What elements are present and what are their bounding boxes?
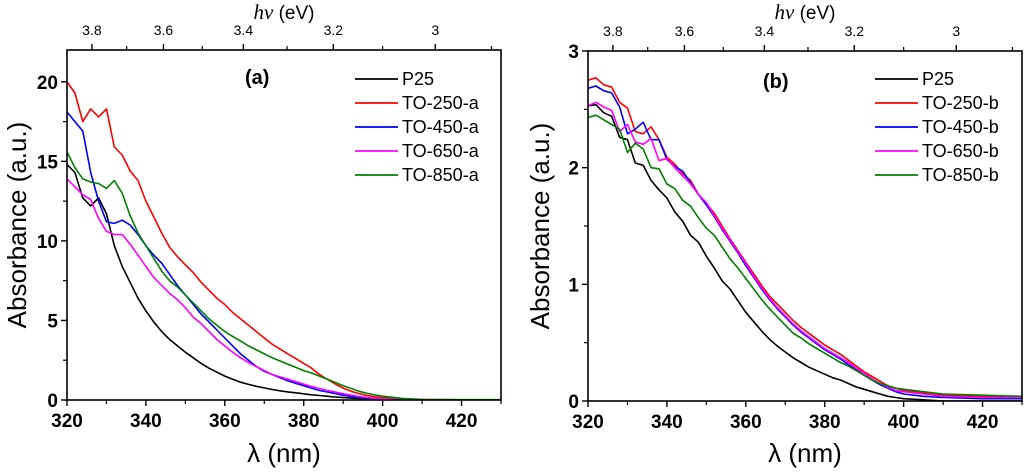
x-tick-label: 340 [651,412,683,433]
x-tick-label: 340 [130,411,162,432]
x-tick-label: 420 [967,412,999,433]
series-line-to-450-a [67,111,501,400]
series-line-p25 [67,163,501,400]
plot-frame [66,49,502,401]
series-line-to-250-a [67,81,501,400]
series-line-to-850-a [67,151,501,400]
plot-area [588,77,1022,401]
top-tick-label: 3 [952,23,960,39]
x-axis-title: λ (nm) [768,438,842,468]
legend-label: TO-650-a [402,141,480,161]
top-axis-title-unit: (eV) [794,3,835,24]
y-tick-label: 0 [47,391,58,412]
x-tick-label: 320 [572,412,604,433]
legend: P25 TO-250-a TO-450-a TO-650-a TO-850-a [355,69,480,185]
legend-label: TO-450-a [402,117,480,137]
legend-label: P25 [402,69,434,89]
y-tick-label: 2 [568,159,579,180]
panel-b: 320 340 360 380 400 420 0 1 2 3 3.8 3.6 3.4 3.2 3 λ (nm… [525,0,1023,468]
y-axis-title: Absorbance (a.u.) [525,123,555,330]
x-tick-label: 400 [888,412,920,433]
y-tick-label: 0 [568,392,579,413]
legend-label: TO-250-b [922,93,999,113]
legend: P25 TO-250-b TO-450-b TO-650-b TO-850-b [875,69,999,185]
top-axis-title: hν (eV) [774,0,835,24]
top-tick-label: 3.2 [845,23,865,39]
x-tick-label: 380 [288,411,320,432]
panel-label: (b) [763,71,789,93]
legend-label: P25 [922,69,954,89]
top-tick-label: 3.6 [154,22,174,38]
plot-area [67,81,501,400]
legend-label: TO-650-b [922,141,999,161]
top-tick-label: 3.4 [755,23,775,39]
top-axis-title: hν (eV) [253,0,314,24]
series-line-to-650-a [67,178,501,400]
top-axis-title-unit: (eV) [273,3,314,24]
x-tick-label: 320 [51,411,83,432]
top-tick-label: 3.2 [324,22,344,38]
legend-label: TO-850-b [922,165,999,185]
x-axis-title: λ (nm) [247,438,321,468]
legend-label: TO-450-b [922,117,999,137]
x-tick-label: 400 [367,411,399,432]
y-tick-label: 3 [568,42,579,63]
legend-label: TO-850-a [402,165,480,185]
series-line-to-250-b [588,77,1022,398]
y-tick-label: 10 [37,232,58,253]
legend-label: TO-250-a [402,93,480,113]
x-tick-label: 380 [809,412,841,433]
y-axis-title: Absorbance (a.u.) [2,122,32,329]
y-tick-label: 5 [47,311,58,332]
top-tick-label: 3.8 [603,23,623,39]
series-line-p25 [588,103,1022,401]
y-tick-label: 1 [568,275,579,296]
top-axis-title-symbol: hν [774,0,795,24]
x-tick-label: 360 [209,411,241,432]
top-tick-label: 3.8 [82,22,102,38]
top-tick-label: 3 [431,22,439,38]
x-tick-label: 420 [446,411,478,432]
x-tick-label: 360 [730,412,762,433]
y-tick-label: 20 [37,73,58,94]
y-tick-label: 15 [37,152,59,173]
series-line-to-850-b [588,114,1022,398]
top-tick-label: 3.4 [234,22,254,38]
panel-a: 320 340 360 380 400 420 0 5 10 15 20 3.8 3.6 3.4 3.2 3 λ… [2,0,502,468]
top-tick-label: 3.6 [675,23,695,39]
panel-label: (a) [245,67,269,89]
top-axis-title-symbol: hν [253,0,274,24]
